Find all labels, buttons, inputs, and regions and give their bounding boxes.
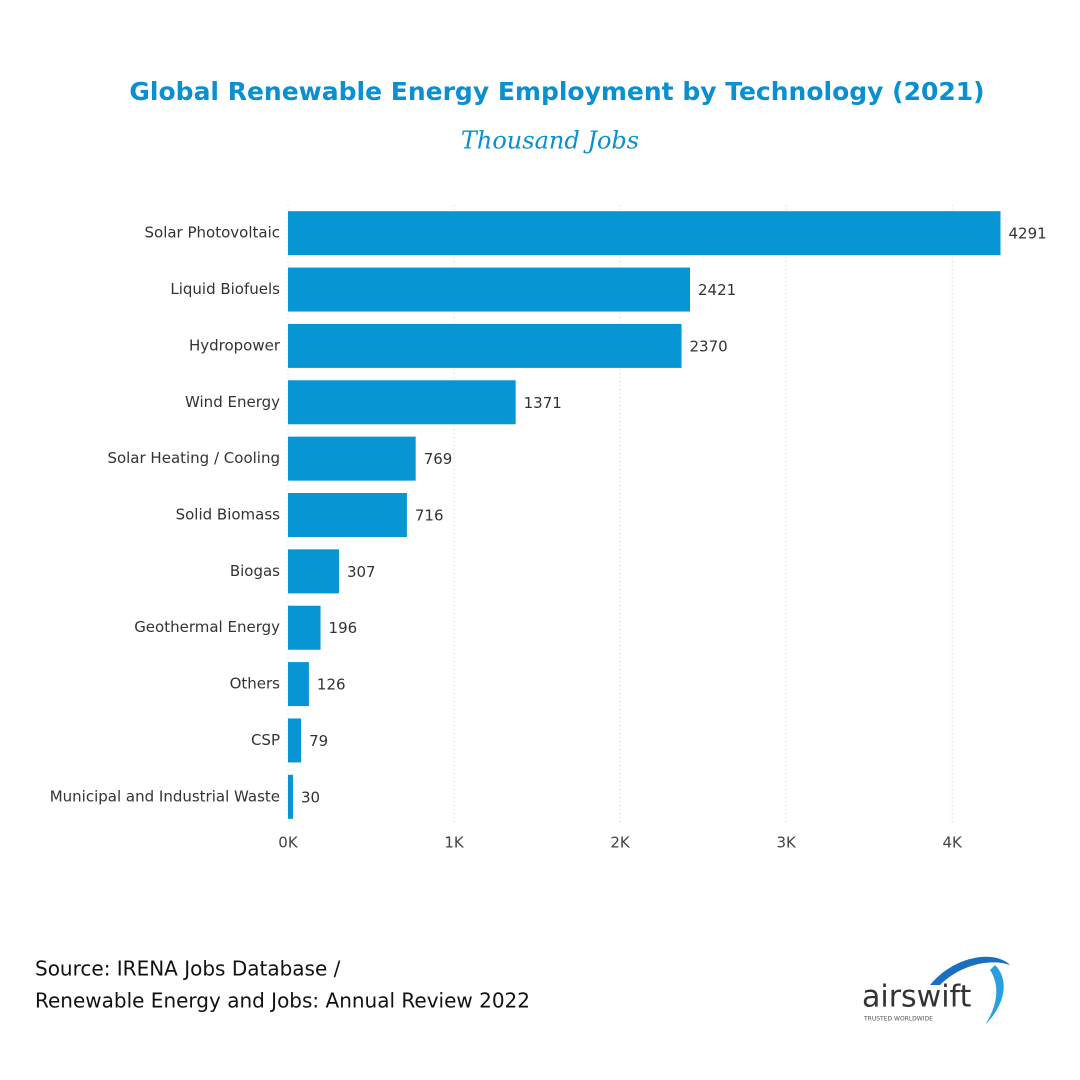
bar — [288, 211, 1001, 256]
y-tick-label: Wind Energy — [185, 393, 280, 411]
logo-tagline: TRUSTED WORLDWIDE — [863, 1016, 933, 1023]
value-label: 79 — [309, 732, 328, 750]
x-tick-label: 1K — [444, 834, 465, 852]
value-label: 126 — [317, 676, 346, 694]
source-line: Source: IRENA Jobs Database / — [35, 957, 341, 981]
value-label: 307 — [347, 563, 376, 581]
value-label: 716 — [415, 507, 444, 525]
y-tick-label: Solid Biomass — [176, 506, 281, 524]
value-label: 769 — [424, 450, 453, 468]
bar — [288, 662, 309, 707]
chart-title: Global Renewable Energy Employment by Te… — [129, 77, 984, 106]
x-tick-label: 0K — [278, 834, 299, 852]
logo-swoosh — [930, 956, 1010, 985]
bar — [288, 774, 293, 819]
y-tick-label: Solar Heating / Cooling — [107, 449, 280, 467]
bar — [288, 267, 690, 312]
value-label: 2370 — [690, 337, 728, 355]
y-tick-label: Others — [230, 675, 281, 693]
bar — [288, 493, 407, 537]
y-tick-label: Hydropower — [189, 336, 281, 354]
value-label: 196 — [329, 619, 358, 637]
y-tick-label: Geothermal Energy — [134, 618, 280, 636]
bar — [288, 605, 321, 650]
bar — [288, 323, 682, 368]
value-label: 2421 — [698, 281, 736, 299]
y-tick-label: Solar Photovoltaic — [145, 224, 281, 242]
y-tick-label: Liquid Biofuels — [170, 280, 280, 298]
bar — [288, 549, 339, 594]
y-tick-label: Municipal and Industrial Waste — [50, 787, 280, 805]
logo-swoosh — [985, 965, 1004, 1025]
source-line: Renewable Energy and Jobs: Annual Review… — [35, 989, 530, 1013]
bar — [288, 436, 416, 481]
y-tick-label: CSP — [251, 731, 280, 749]
value-label: 1371 — [524, 394, 562, 412]
y-tick-label: Biogas — [230, 562, 280, 580]
value-label: 4291 — [1009, 225, 1047, 243]
bar — [288, 718, 302, 763]
logo: airswift TRUSTED WORLDWIDE — [862, 956, 1010, 1025]
logo-name: airswift — [862, 980, 972, 1015]
chart-subtitle: Thousand Jobs — [461, 127, 639, 155]
x-tick-label: 3K — [776, 834, 797, 852]
value-label: 30 — [301, 788, 320, 806]
x-tick-label: 4K — [942, 834, 963, 852]
bar — [288, 380, 516, 425]
x-tick-label: 2K — [610, 834, 631, 852]
